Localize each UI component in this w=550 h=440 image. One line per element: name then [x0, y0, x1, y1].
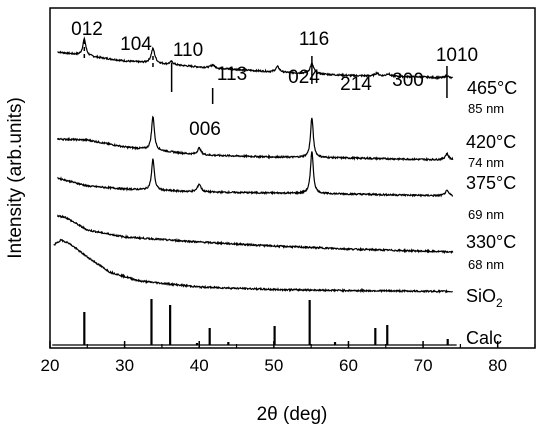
crystallite-size-2: 69 nm: [468, 207, 504, 222]
trace-1: [56, 115, 454, 162]
peak-label-1010: 1010: [436, 45, 478, 66]
trace-label-0: 465°C: [467, 78, 517, 98]
peak-label-113: 113: [217, 64, 247, 85]
x-tick-label-40: 40: [190, 356, 209, 375]
peak-label-104: 104: [120, 34, 152, 55]
trace-3: [56, 214, 454, 255]
trace-label-1: 420°C: [466, 132, 516, 152]
trace-0: [57, 36, 453, 81]
traces-layer: [53, 36, 454, 294]
trace-label-3: 330°C: [466, 232, 516, 252]
peak-label-012: 012: [71, 19, 103, 40]
crystallite-size-3: 68 nm: [468, 257, 504, 272]
crystallite-size-0: 85 nm: [468, 101, 504, 116]
x-tick-label-30: 30: [115, 356, 134, 375]
x-tick-label-70: 70: [414, 356, 433, 375]
calc-pattern: [52, 299, 457, 346]
trace-2: [57, 151, 454, 198]
plot-frame: [49, 7, 536, 349]
peak-label-116: 116: [299, 29, 329, 50]
x-tick-label-50: 50: [264, 356, 283, 375]
peak-label-300: 300: [392, 70, 424, 91]
peak-label-006: 006: [189, 119, 221, 140]
trace-labels: 465°C 85 nm 420°C 74 nm 375°C 69 nm 330°C 68 nm…: [466, 78, 517, 348]
crystallite-size-1: 74 nm: [468, 155, 504, 170]
trace-4: [53, 238, 454, 294]
peak-label-024: 024: [288, 67, 320, 88]
trace-label-sio2: SiO2: [466, 286, 503, 310]
peak-label-214: 214: [340, 74, 372, 95]
axes: 20 30 40 50 60 70 80: [41, 7, 536, 375]
x-tick-label-80: 80: [488, 356, 507, 375]
x-tick-label-20: 20: [41, 356, 60, 375]
x-tick-label-60: 60: [339, 356, 358, 375]
trace-label-2: 375°C: [466, 173, 516, 193]
trace-label-calc: Calc: [466, 328, 502, 348]
y-axis-label: Intensity (arb.units): [5, 97, 26, 259]
x-axis-label: 2θ (deg): [257, 404, 328, 425]
peak-annotations: 012 104 110 113 024 116 214 300 1010 006: [71, 19, 478, 140]
peak-label-110: 110: [173, 40, 203, 61]
